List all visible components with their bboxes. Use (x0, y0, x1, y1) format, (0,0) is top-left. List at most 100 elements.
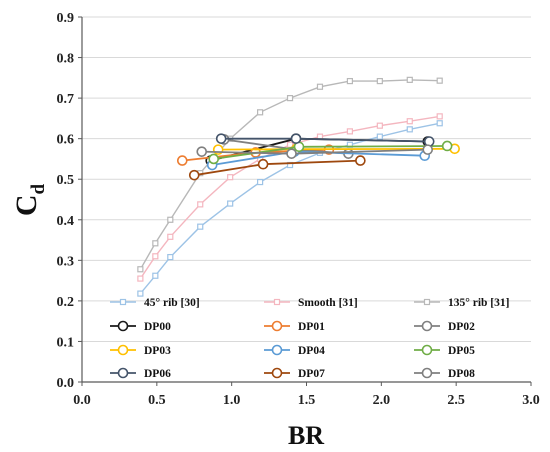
legend-label: DP08 (448, 368, 475, 380)
legend-item: DP02 (414, 320, 475, 333)
series-line (139, 122, 440, 295)
legend-label: DP05 (448, 345, 475, 357)
data-point (406, 118, 413, 125)
legend-label: Smooth [31] (298, 297, 358, 309)
legend: 45° rib [30] Smooth [31] 135° rib [31] DP00… (110, 297, 509, 380)
legend-swatch-marker (271, 367, 283, 379)
data-point (197, 223, 204, 230)
legend-item: Smooth [31] (264, 297, 358, 309)
data-point (346, 128, 354, 135)
legend-label: DP00 (144, 321, 171, 333)
data-point (436, 120, 443, 127)
data-point (137, 266, 144, 273)
series-10 (188, 155, 366, 181)
legend-swatch-marker (421, 320, 433, 332)
data-point (346, 77, 354, 85)
legend-swatch-marker (421, 367, 433, 379)
y-tick-label: 0.4 (57, 214, 75, 229)
x-tick-label: 2.0 (373, 393, 391, 408)
data-point (257, 109, 264, 116)
legend-item: DP04 (264, 344, 325, 357)
data-point (152, 240, 159, 247)
ticks-layer: 0.0 0.1 0.2 0.3 0.4 0.5 0.6 0.7 0.8 0.9 0.0 0.5 1.0 1… (57, 11, 540, 408)
data-point (208, 153, 220, 165)
legend-item: 135° rib [31] (414, 297, 509, 309)
x-tick-label: 1.0 (223, 393, 241, 408)
data-point (436, 77, 443, 84)
data-point (406, 76, 413, 83)
legend-item: DP06 (110, 367, 171, 380)
legend-item: DP05 (414, 344, 475, 357)
legend-label: DP01 (298, 321, 325, 333)
y-tick-label: 0.9 (57, 11, 75, 26)
data-point (196, 146, 208, 157)
data-point (257, 178, 264, 186)
data-point (137, 290, 144, 297)
data-point (167, 216, 174, 223)
data-point (376, 122, 383, 129)
data-point (316, 83, 324, 90)
data-point (441, 140, 453, 152)
legend-swatch-marker (271, 344, 283, 356)
legend-item: DP00 (110, 320, 171, 333)
data-point (167, 233, 174, 240)
legend-label: 45° rib [30] (144, 297, 200, 309)
legend-label: DP03 (144, 345, 171, 357)
data-point (436, 113, 443, 120)
data-point (376, 77, 383, 85)
series-9 (215, 133, 435, 147)
data-point (176, 155, 188, 166)
legend-swatch-marker (423, 298, 431, 306)
data-point (355, 155, 366, 166)
data-point (167, 253, 174, 261)
legend-label: DP02 (448, 321, 475, 333)
x-tick-label: 0.0 (73, 393, 91, 408)
y-tick-label: 0.2 (57, 295, 75, 310)
legend-item: DP07 (264, 367, 325, 380)
legend-swatch-marker (271, 320, 283, 332)
data-point (227, 174, 234, 181)
legend-label: DP07 (298, 368, 325, 380)
legend-swatch-marker (421, 344, 433, 356)
x-tick-label: 2.5 (447, 393, 465, 408)
data-point (257, 158, 269, 170)
series-layer (137, 76, 460, 297)
legend-swatch-marker (273, 298, 281, 306)
data-point (406, 126, 413, 133)
y-tick-label: 0.5 (57, 173, 75, 188)
y-tick-label: 0.6 (57, 133, 75, 148)
data-point (152, 272, 159, 279)
data-point (137, 275, 144, 282)
legend-swatch-marker (117, 320, 129, 332)
data-point (188, 169, 200, 181)
legend-item: DP01 (264, 320, 325, 333)
data-point (290, 133, 302, 144)
data-point (215, 133, 227, 144)
x-tick-label: 3.0 (522, 393, 540, 408)
y-axis-label-main: C (10, 194, 43, 216)
y-axis-label-subscript: d (28, 183, 49, 194)
legend-item: DP03 (110, 344, 171, 357)
legend-item: 45° rib [30] (110, 297, 200, 309)
data-point (286, 148, 297, 159)
x-tick-label: 0.5 (148, 393, 166, 408)
y-tick-label: 0.3 (57, 254, 75, 269)
series-11 (196, 144, 434, 159)
legend-label: DP04 (298, 345, 325, 357)
data-point (152, 253, 159, 260)
data-point (422, 144, 434, 155)
data-point (227, 200, 234, 207)
legend-item: DP08 (414, 367, 475, 380)
data-point (376, 133, 383, 140)
y-tick-label: 0.7 (57, 92, 75, 107)
y-tick-label: 0.0 (57, 376, 75, 391)
legend-label: DP06 (144, 368, 171, 380)
x-tick-label: 1.5 (298, 393, 316, 408)
y-tick-label: 0.8 (57, 52, 75, 67)
x-axis-label: BR (288, 421, 324, 450)
legend-swatch-marker (119, 298, 127, 306)
series-line (139, 79, 440, 270)
legend-swatch-marker (117, 344, 129, 356)
legend-swatch-marker (117, 367, 129, 379)
